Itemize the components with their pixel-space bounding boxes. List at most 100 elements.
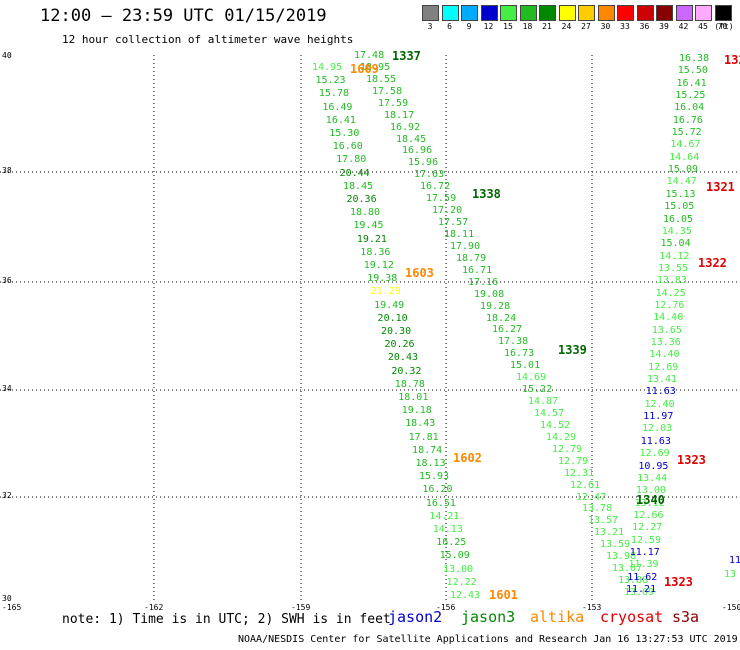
swh-value: 18.78 <box>394 378 425 390</box>
swh-value: 15.93 <box>418 471 450 483</box>
swh-value: 17.59 <box>426 193 457 205</box>
swh-value: 16.27 <box>492 324 523 336</box>
swh-value: 18.95 <box>360 61 391 73</box>
lon-tick-label: -165 <box>2 603 22 612</box>
swh-value: 18.43 <box>405 418 436 430</box>
colorbar-swatch <box>597 5 615 21</box>
pass-label: 1337 <box>392 49 421 63</box>
swh-value: 20.30 <box>381 326 412 337</box>
swh-value: 11.62 <box>627 571 658 583</box>
swh-value: 18.45 <box>343 180 374 192</box>
lat-tick-label: 30 <box>2 594 12 603</box>
page-subtitle: 12 hour collection of altimeter wave hei… <box>62 33 354 46</box>
swh-value: 13 <box>724 569 737 580</box>
swh-value: 16.05 <box>662 213 694 225</box>
swh-value: 16.71 <box>462 264 493 276</box>
swh-value: 15.78 <box>318 88 349 100</box>
swh-value: 14.25 <box>655 287 686 299</box>
pass-label: 132 <box>724 53 740 67</box>
colorbar-swatch <box>656 5 673 21</box>
swh-value: 15.09 <box>667 164 699 176</box>
swh-value: 16.41 <box>676 77 707 89</box>
pass-label: 1322 <box>698 256 727 270</box>
swh-value: 15.23 <box>315 75 346 87</box>
swh-value: 11.63 <box>645 386 676 398</box>
swh-value: 14.13 <box>432 524 463 535</box>
swh-value: 13.83 <box>656 275 687 287</box>
swh-value: 15.50 <box>677 65 708 77</box>
swh-value: 18.79 <box>456 252 487 264</box>
swh-value: 13.00 <box>635 485 666 497</box>
swh-value: 14.67 <box>670 139 701 151</box>
colorbar-unit: (ft) <box>714 22 734 31</box>
swh-value: 13.98 <box>606 551 637 563</box>
swh-value: 19.21 <box>356 233 387 245</box>
colorbar-swatch <box>558 5 576 21</box>
pass-label: 1323 <box>677 453 706 467</box>
swh-value: 13.59 <box>600 539 631 551</box>
swh-value: 12.76 <box>654 299 685 311</box>
swh-value: 19.08 <box>474 288 505 300</box>
colorbar-swatch <box>441 5 459 21</box>
swh-value: 16.20 <box>422 484 453 496</box>
swh-value: 16.96 <box>402 145 433 157</box>
swh-value: 18.13 <box>415 458 446 469</box>
colorbar-swatch <box>461 5 478 21</box>
swh-value: 13.57 <box>588 515 619 527</box>
swh-value: 13.21 <box>594 527 625 539</box>
swh-value: 12.61 <box>570 479 601 491</box>
swh-value: 13.00 <box>443 563 474 575</box>
page-title: 12:00 – 23:59 UTC 01/15/2019 <box>40 6 327 26</box>
swh-value: 12.31 <box>564 467 595 479</box>
swh-value: 14.69 <box>516 372 547 384</box>
swh-value: 20.10 <box>377 312 408 324</box>
legend-altika: altika <box>530 608 585 626</box>
swh-value: 19.28 <box>480 300 511 312</box>
swh-value: 18.01 <box>398 392 429 403</box>
swh-value: 21.29 <box>370 286 401 298</box>
swh-value: 15.05 <box>664 201 695 213</box>
swh-value: 20.32 <box>391 365 422 377</box>
swh-value: 18.11 <box>444 229 475 240</box>
lat-tick-label: 38 <box>2 166 12 175</box>
swh-value: 12.22 <box>446 576 477 588</box>
swh-value: 20.26 <box>384 339 415 351</box>
swh-value: 17.90 <box>450 240 481 252</box>
colorbar-swatch <box>695 5 712 21</box>
lon-tick-label: -150 <box>722 603 740 612</box>
swh-value: 18.55 <box>366 73 397 85</box>
swh-value: 15.09 <box>439 550 470 562</box>
swh-value: 14.12 <box>659 250 690 262</box>
colorbar-swatch <box>636 5 654 21</box>
pass-label: 1609 <box>350 62 379 76</box>
colorbar-label: 42 <box>678 22 689 31</box>
swh-value: 18.17 <box>384 109 415 121</box>
colorbar-label: 30 <box>600 22 611 31</box>
legend-s3a: s3a <box>672 608 700 626</box>
lat-tick-label: 36 <box>2 276 12 285</box>
lon-tick-label: -156 <box>436 603 456 612</box>
swh-value: 17.59 <box>378 97 409 109</box>
colorbar-label: 21 <box>542 22 552 31</box>
swh-value: 16.60 <box>332 141 363 153</box>
swh-value: 16.41 <box>325 114 356 126</box>
swh-value: 12.69 <box>648 361 679 373</box>
swh-value: 13.36 <box>650 337 681 349</box>
colorbar-label: 36 <box>639 22 650 31</box>
swh-value: 16.73 <box>504 348 535 360</box>
swh-value: 12.69 <box>639 448 670 460</box>
swh-value: 11.21 <box>626 584 657 595</box>
swh-value: 17.58 <box>372 85 403 97</box>
swh-value: 14.35 <box>661 225 692 237</box>
legend-jason2: jason2 <box>388 608 443 626</box>
colorbar-swatch <box>617 5 634 21</box>
swh-value: 17.16 <box>468 276 499 288</box>
pass-label: 1603 <box>405 266 434 280</box>
swh-value: 14.29 <box>546 431 577 443</box>
lat-tick-label: 34 <box>2 384 12 393</box>
swh-value: 17.63 <box>414 169 445 181</box>
swh-value: 18.36 <box>360 246 391 258</box>
colorbar-swatch <box>480 5 498 21</box>
pass-label: 1601 <box>489 588 518 602</box>
swh-value: 16.72 <box>420 181 451 193</box>
